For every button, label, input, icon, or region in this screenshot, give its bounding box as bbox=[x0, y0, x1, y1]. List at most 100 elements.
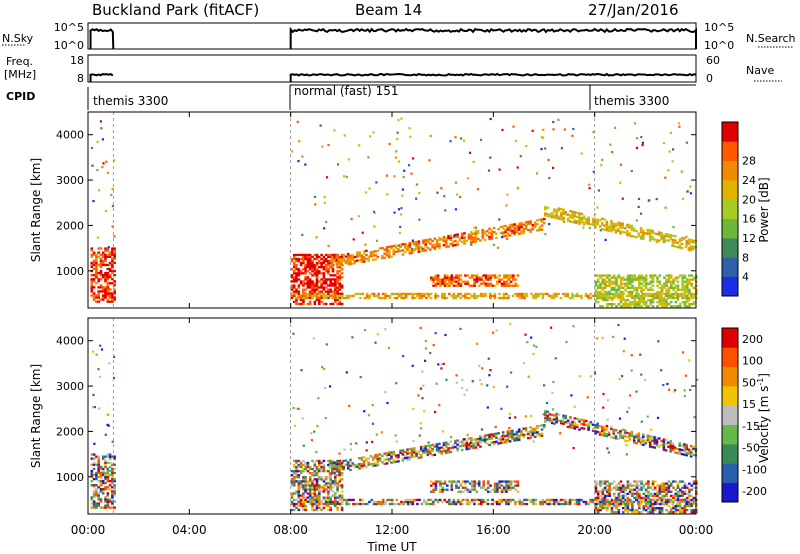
echo-cell bbox=[505, 488, 508, 491]
echo-cell bbox=[662, 234, 666, 237]
echo-cell bbox=[603, 280, 607, 283]
echo-cell bbox=[390, 453, 393, 456]
echo-cell bbox=[511, 225, 514, 228]
echo-cell bbox=[505, 482, 508, 485]
echo-cell bbox=[450, 500, 453, 504]
echo-cell bbox=[596, 494, 600, 497]
echo-cell bbox=[360, 462, 364, 465]
cpid-label: CPID bbox=[6, 90, 35, 103]
echo-cell bbox=[647, 294, 650, 298]
echo-cell bbox=[594, 488, 598, 491]
echo-cell bbox=[108, 469, 112, 473]
echo-cell bbox=[292, 300, 296, 303]
echo-cell bbox=[419, 445, 423, 449]
echo-cell bbox=[685, 282, 689, 285]
echo-cell bbox=[601, 480, 605, 483]
echo-cell bbox=[297, 290, 301, 293]
echo-cell bbox=[467, 437, 471, 440]
echo-cell bbox=[619, 278, 623, 281]
echo-cell bbox=[520, 230, 523, 233]
echo-cell bbox=[457, 284, 460, 287]
echo-cell bbox=[628, 301, 632, 304]
echo-cell bbox=[495, 440, 498, 443]
echo-cell bbox=[426, 450, 430, 454]
echo-cell bbox=[473, 296, 476, 300]
echo-cell bbox=[473, 294, 476, 298]
echo-cell bbox=[104, 459, 107, 462]
echo-cell bbox=[573, 421, 577, 424]
echo-cell bbox=[97, 286, 100, 289]
echo-cell bbox=[651, 435, 654, 438]
echo-cell bbox=[642, 439, 645, 442]
echo-cell bbox=[573, 211, 577, 214]
echo-cell bbox=[442, 362, 445, 365]
echo-cell bbox=[428, 159, 431, 162]
echo-cell bbox=[336, 270, 339, 273]
echo-cell bbox=[101, 296, 105, 299]
echo-cell bbox=[684, 246, 687, 249]
echo-cell bbox=[362, 258, 366, 261]
echo-cell bbox=[340, 284, 344, 287]
echo-cell bbox=[471, 486, 474, 489]
echo-cell bbox=[649, 511, 652, 514]
echo-cell bbox=[623, 435, 627, 438]
echo-cell bbox=[656, 416, 660, 419]
echo-cell bbox=[608, 490, 611, 493]
echo-cell bbox=[612, 492, 616, 495]
echo-cell bbox=[660, 511, 664, 514]
echo-cell bbox=[506, 226, 510, 229]
echo-cell bbox=[356, 502, 360, 506]
echo-cell bbox=[692, 480, 696, 483]
echo-cell bbox=[575, 221, 578, 224]
echo-cell bbox=[311, 500, 314, 504]
echo-cell bbox=[97, 480, 100, 483]
echo-cell bbox=[689, 292, 693, 296]
echo-cell bbox=[676, 276, 680, 279]
echo-cell bbox=[473, 500, 476, 504]
echo-cell bbox=[624, 488, 627, 491]
echo-cell bbox=[108, 300, 112, 303]
echo-cell bbox=[449, 440, 453, 443]
echo-cell bbox=[588, 183, 591, 186]
echo-cell bbox=[329, 302, 332, 306]
echo-cell bbox=[614, 225, 618, 228]
echo-cell bbox=[690, 284, 693, 287]
echo-cell bbox=[548, 177, 551, 180]
echo-cell bbox=[589, 421, 593, 424]
echo-cell bbox=[522, 229, 526, 232]
echo-cell bbox=[454, 296, 458, 300]
echo-cell bbox=[615, 288, 618, 291]
echo-cell bbox=[403, 244, 407, 248]
echo-cell bbox=[648, 231, 652, 234]
echo-cell bbox=[500, 278, 504, 281]
echo-cell bbox=[651, 445, 654, 449]
echo-cell bbox=[295, 278, 298, 281]
echo-cell bbox=[106, 171, 109, 174]
y-tick-label: 1000 bbox=[56, 265, 84, 278]
echo-cell bbox=[444, 333, 447, 337]
echo-cell bbox=[676, 492, 680, 495]
echo-cell bbox=[676, 484, 680, 487]
echo-cell bbox=[324, 294, 328, 298]
echo-cell bbox=[304, 498, 307, 502]
echo-cell bbox=[304, 257, 307, 261]
echo-cell bbox=[672, 305, 675, 308]
echo-cell bbox=[484, 488, 488, 491]
echo-cell bbox=[651, 507, 655, 510]
echo-cell bbox=[605, 227, 609, 230]
echo-cell bbox=[318, 286, 321, 289]
echo-cell bbox=[666, 500, 670, 504]
echo-cell bbox=[113, 292, 116, 295]
echo-cell bbox=[575, 215, 579, 219]
echo-cell bbox=[111, 294, 114, 297]
echo-cell bbox=[517, 222, 521, 225]
echo-cell bbox=[426, 453, 429, 457]
echo-cell bbox=[531, 226, 535, 229]
echo-cell bbox=[566, 219, 570, 223]
echo-cell bbox=[488, 435, 491, 438]
echo-cell bbox=[394, 244, 398, 247]
echo-cell bbox=[403, 454, 407, 458]
echo-cell bbox=[518, 292, 522, 296]
echo-cell bbox=[631, 504, 634, 508]
echo-cell bbox=[352, 502, 355, 506]
